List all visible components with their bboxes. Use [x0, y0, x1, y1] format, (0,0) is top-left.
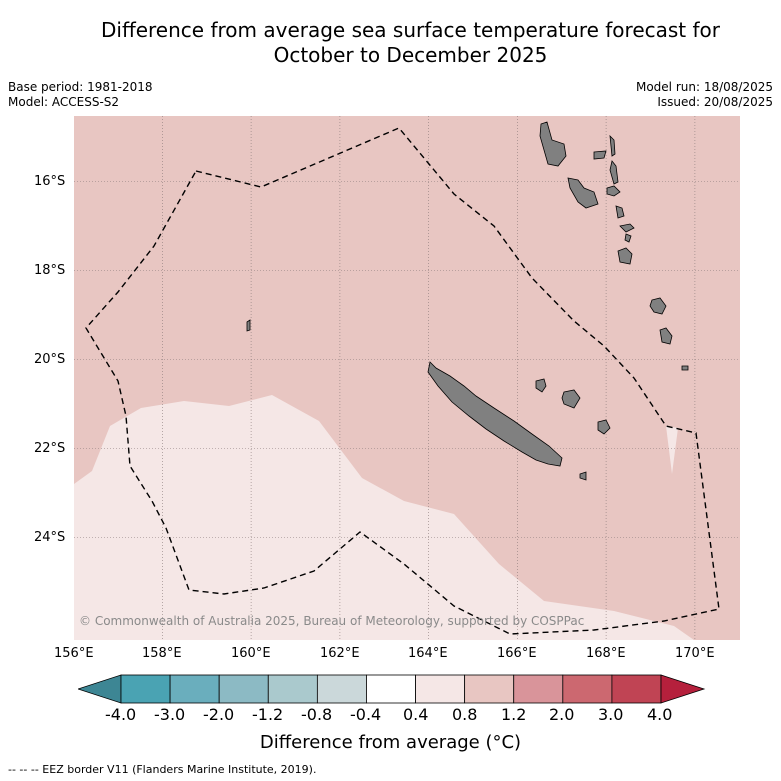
colorbar-segment: [218, 674, 269, 704]
land-vanuatu-6: [609, 160, 619, 185]
land-loyalty-2: [561, 389, 581, 409]
model-run: Model run: 18/08/2025: [635, 80, 773, 94]
anomaly-zone-0-4-0-8: [74, 395, 694, 640]
colorbar-label-1-2: 1.2: [501, 705, 527, 724]
colorbar-label-0-8: 0.8: [452, 705, 478, 724]
land-vanuatu-3: [609, 134, 616, 157]
colorbar-segment: [366, 674, 416, 704]
colorbar-svg: [76, 674, 706, 704]
map-gridlines: [74, 116, 740, 640]
colorbar-high-extend: [660, 674, 706, 704]
x-tick-170e: 170°E: [675, 646, 715, 661]
x-tick-160e: 160°E: [231, 646, 271, 661]
land-vanuatu-8: [619, 223, 635, 233]
colorbar-segment: [611, 674, 662, 704]
land-masses: [246, 121, 689, 481]
land-chesterfield: [246, 319, 251, 332]
colorbar-label-n3-0: -3.0: [154, 705, 186, 724]
meta-right: Model run: 18/08/2025 Issued: 20/08/2025: [636, 80, 773, 110]
land-isle-pines: [579, 471, 587, 481]
colorbar-label-n0-8: -0.8: [301, 705, 333, 724]
land-vanuatu-11: [649, 297, 667, 315]
map-svg: [74, 116, 740, 640]
colorbar-segment: [316, 674, 367, 704]
colorbar-label-n2-0: -2.0: [203, 705, 235, 724]
y-tick-18s: 18°S: [34, 263, 66, 278]
x-tick-162e: 162°E: [320, 646, 360, 661]
issued-date: Issued: 20/08/2025: [657, 95, 773, 109]
x-tick-164e: 164°E: [408, 646, 448, 661]
base-period: Base period: 1981-2018: [8, 80, 153, 94]
colorbar-segment: [562, 674, 613, 704]
colorbar: [76, 674, 706, 708]
colorbar-segment: [513, 674, 564, 704]
colorbar-title: Difference from average (°C): [259, 732, 522, 753]
chart-title: Difference from average sea surface temp…: [40, 18, 781, 68]
land-vanuatu-12: [659, 327, 673, 345]
land-loyalty-3: [597, 419, 611, 435]
copyright-notice: © Commonwealth of Australia 2025, Bureau…: [79, 614, 585, 628]
colorbar-segment: [415, 674, 466, 704]
model-name: Model: ACCESS-S2: [8, 95, 120, 109]
colorbar-segment: [267, 674, 318, 704]
sst-map: [74, 116, 740, 640]
y-tick-22s: 22°S: [34, 441, 66, 456]
land-loyalty-1: [535, 378, 547, 393]
y-tick-16s: 16°S: [34, 174, 66, 189]
y-tick-24s: 24°S: [34, 530, 66, 545]
colorbar-label-n1-2: -1.2: [252, 705, 284, 724]
land-vanuatu-5: [606, 185, 621, 197]
title-line-2: October to December 2025: [273, 43, 548, 67]
land-vanuatu-2: [593, 150, 607, 160]
land-vanuatu-7: [615, 205, 625, 219]
colorbar-low-extend: [76, 674, 122, 704]
land-new-caledonia: [427, 361, 563, 467]
meta-left: Base period: 1981-2018 Model: ACCESS-S2: [8, 80, 153, 110]
colorbar-segment: [120, 674, 171, 704]
colorbar-label-3-0: 3.0: [598, 705, 624, 724]
y-tick-20s: 20°S: [34, 352, 66, 367]
x-tick-156e: 156°E: [54, 646, 94, 661]
colorbar-label-n0-4: -0.4: [350, 705, 382, 724]
x-tick-158e: 158°E: [142, 646, 182, 661]
land-vanuatu-4: [567, 177, 599, 209]
eez-border: [85, 127, 720, 635]
colorbar-label-0-4: 0.4: [403, 705, 429, 724]
colorbar-label-4-0: 4.0: [647, 705, 673, 724]
colorbar-segment: [464, 674, 515, 704]
land-vanuatu-10: [624, 233, 632, 243]
anomaly-zone-wedge: [666, 426, 678, 474]
colorbar-segment: [169, 674, 220, 704]
x-tick-168e: 168°E: [586, 646, 626, 661]
colorbar-label-2-0: 2.0: [549, 705, 575, 724]
colorbar-label-n4-0: -4.0: [105, 705, 137, 724]
eez-footnote: -- -- -- EEZ border V11 (Flanders Marine…: [8, 763, 317, 776]
land-hunter: [681, 365, 689, 371]
land-vanuatu-1: [539, 121, 567, 167]
x-tick-166e: 166°E: [497, 646, 537, 661]
title-line-1: Difference from average sea surface temp…: [100, 18, 720, 42]
land-vanuatu-9: [617, 247, 633, 265]
